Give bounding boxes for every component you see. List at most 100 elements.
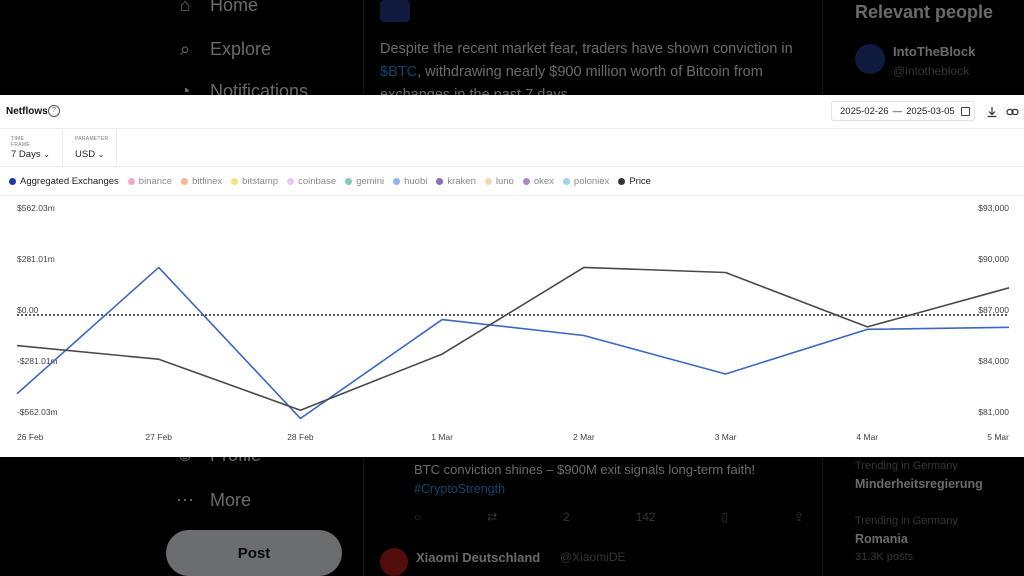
divider [116,128,117,166]
divider [62,128,63,166]
left-axis-tick-label: $562.03m [17,203,55,213]
legend-label: bitstamp [242,175,279,187]
legend-item[interactable]: Aggregated Exchanges [9,176,119,187]
relevant-avatar[interactable] [855,44,885,74]
legend-label: okex [533,175,554,187]
parameter-value: USD [75,149,96,160]
download-icon[interactable] [986,106,998,118]
nav-home[interactable]: ⌂ Home [174,0,258,16]
x-axis-tick-label: 5 Mar [987,432,1009,442]
left-axis-tick-label: $281.01m [17,254,55,264]
legend-dot-icon [618,177,626,185]
relevant-name[interactable]: IntoTheBlock [893,44,976,59]
legend-label: luno [495,175,514,187]
legend-dot-icon [522,177,530,185]
reply-actions: ○ ⇄ 2 142 ▯ ⇪ [414,510,804,524]
next-author-handle: @XiaomiDE [560,550,626,564]
link-icon[interactable] [1006,106,1019,118]
nav-home-label: Home [210,0,259,15]
reply-hashtag[interactable]: #CryptoStrength [414,482,506,496]
legend-dot-icon [345,177,353,185]
reply-headline: BTC conviction shines – $900M exit signa… [414,462,756,477]
tweet-cashtag-link[interactable]: $BTC [380,64,418,80]
legend-label: Price [629,175,651,187]
x-axis-tick-label: 26 Feb [17,432,44,442]
trend-1-name[interactable]: Minderheitsregierung [855,477,983,491]
relevant-people-title: Relevant people [855,2,994,22]
right-axis-tick-label: $93,000 [978,203,1009,213]
x-axis-tick-label: 28 Feb [287,432,314,442]
more-icon: ⋯ [176,489,194,510]
next-author-name[interactable]: Xiaomi Deutschland [416,550,541,565]
legend-label: poloniex [573,175,610,187]
trend-2-name[interactable]: Romania [855,532,908,546]
parameter-label: PARAMETER [75,136,109,142]
right-axis-tick-label: $90,000 [978,254,1009,264]
legend-dot-icon [127,177,135,185]
date-separator: — [892,105,903,117]
time-frame-value: 7 Days [11,149,41,160]
legend-item[interactable]: binance [127,175,173,187]
bell-icon: ◔ [179,80,191,101]
chart-controls: TIME FRAME 7 Days ⌄ PARAMETER USD ⌄ [0,128,1024,167]
panel-title: Netflows [6,106,48,117]
legend-item[interactable]: poloniex [562,175,610,187]
chevron-down-icon: ⌄ [43,150,50,159]
views-count[interactable]: 142 [635,510,656,524]
legend-item[interactable]: okex [522,175,554,187]
next-author-avatar[interactable] [380,548,408,576]
nav-explore[interactable]: ⌕ Explore [174,38,271,60]
trend-2-context: Trending in Germany [855,515,958,527]
legend-dot-icon [484,177,492,185]
x-axis-tick-label: 1 Mar [431,432,453,442]
legend-dot-icon [562,177,570,185]
bookmark-icon[interactable]: ▯ [721,510,729,524]
netflows-panel: Netflows ? 2025-02-26 — 2025-03-05 TIME … [0,95,1024,457]
date-range-picker[interactable]: 2025-02-26 — 2025-03-05 [831,101,975,121]
tweet-text-pre: Despite the recent market fear, traders … [380,41,793,57]
time-frame-label: TIME FRAME [11,136,30,148]
trend-2-count: 31.3K posts [855,551,914,563]
legend-item[interactable]: huobi [393,176,427,187]
panel-header: Netflows ? 2025-02-26 — 2025-03-05 [0,95,1024,129]
x-axis-tick-label: 3 Mar [715,432,737,442]
legend-item[interactable]: bitstamp [231,176,278,187]
left-axis-tick-label: $0.00 [17,305,39,315]
trend-1-context: Trending in Germany [855,460,958,472]
nav-more-label: More [210,489,252,510]
legend-dot-icon [287,177,295,185]
help-icon[interactable]: ? [48,105,60,117]
date-from: 2025-02-26 [840,105,889,117]
repost-icon[interactable]: ⇄ [487,510,498,524]
legend-dot-icon [436,177,444,185]
left-axis-tick-label: -$281.01m [17,356,58,366]
relevant-handle: @intotheblock [893,64,970,78]
legend-label: gemini [356,175,385,187]
x-axis-tick-label: 2 Mar [573,432,595,442]
right-axis-tick-label: $81,000 [978,407,1009,417]
legend-dot-icon [393,177,401,185]
series-line-aggregated-exchanges [16,266,1010,420]
parameter-value-wrap: USD ⌄ [75,149,104,160]
post-button[interactable]: Post [166,530,342,576]
legend-item[interactable]: Price [618,176,651,187]
share-icon[interactable]: ⇪ [793,510,804,524]
legend-dot-icon [231,177,239,185]
right-axis-tick-label: $87,000 [978,305,1009,315]
home-icon: ⌂ [179,0,191,15]
legend-dot-icon [9,177,16,185]
legend-label: binance [138,175,173,187]
chart-legend: Aggregated Exchanges binance bitfinex bitst… [0,167,1024,196]
nav-more[interactable]: ⋯ More [174,489,251,511]
legend-label: Aggregated Exchanges [20,175,119,187]
author-avatar[interactable] [380,0,410,22]
reply-icon[interactable]: ○ [414,510,422,524]
legend-label: bitfinex [192,175,223,187]
date-to: 2025-03-05 [906,105,955,117]
legend-item[interactable]: bitfinex [181,176,222,187]
legend-item[interactable]: kraken [436,176,476,187]
legend-item[interactable]: gemini [345,176,384,187]
like-count[interactable]: 2 [563,510,570,524]
legend-item[interactable]: coinbase [287,176,336,187]
legend-item[interactable]: luno [484,175,514,187]
